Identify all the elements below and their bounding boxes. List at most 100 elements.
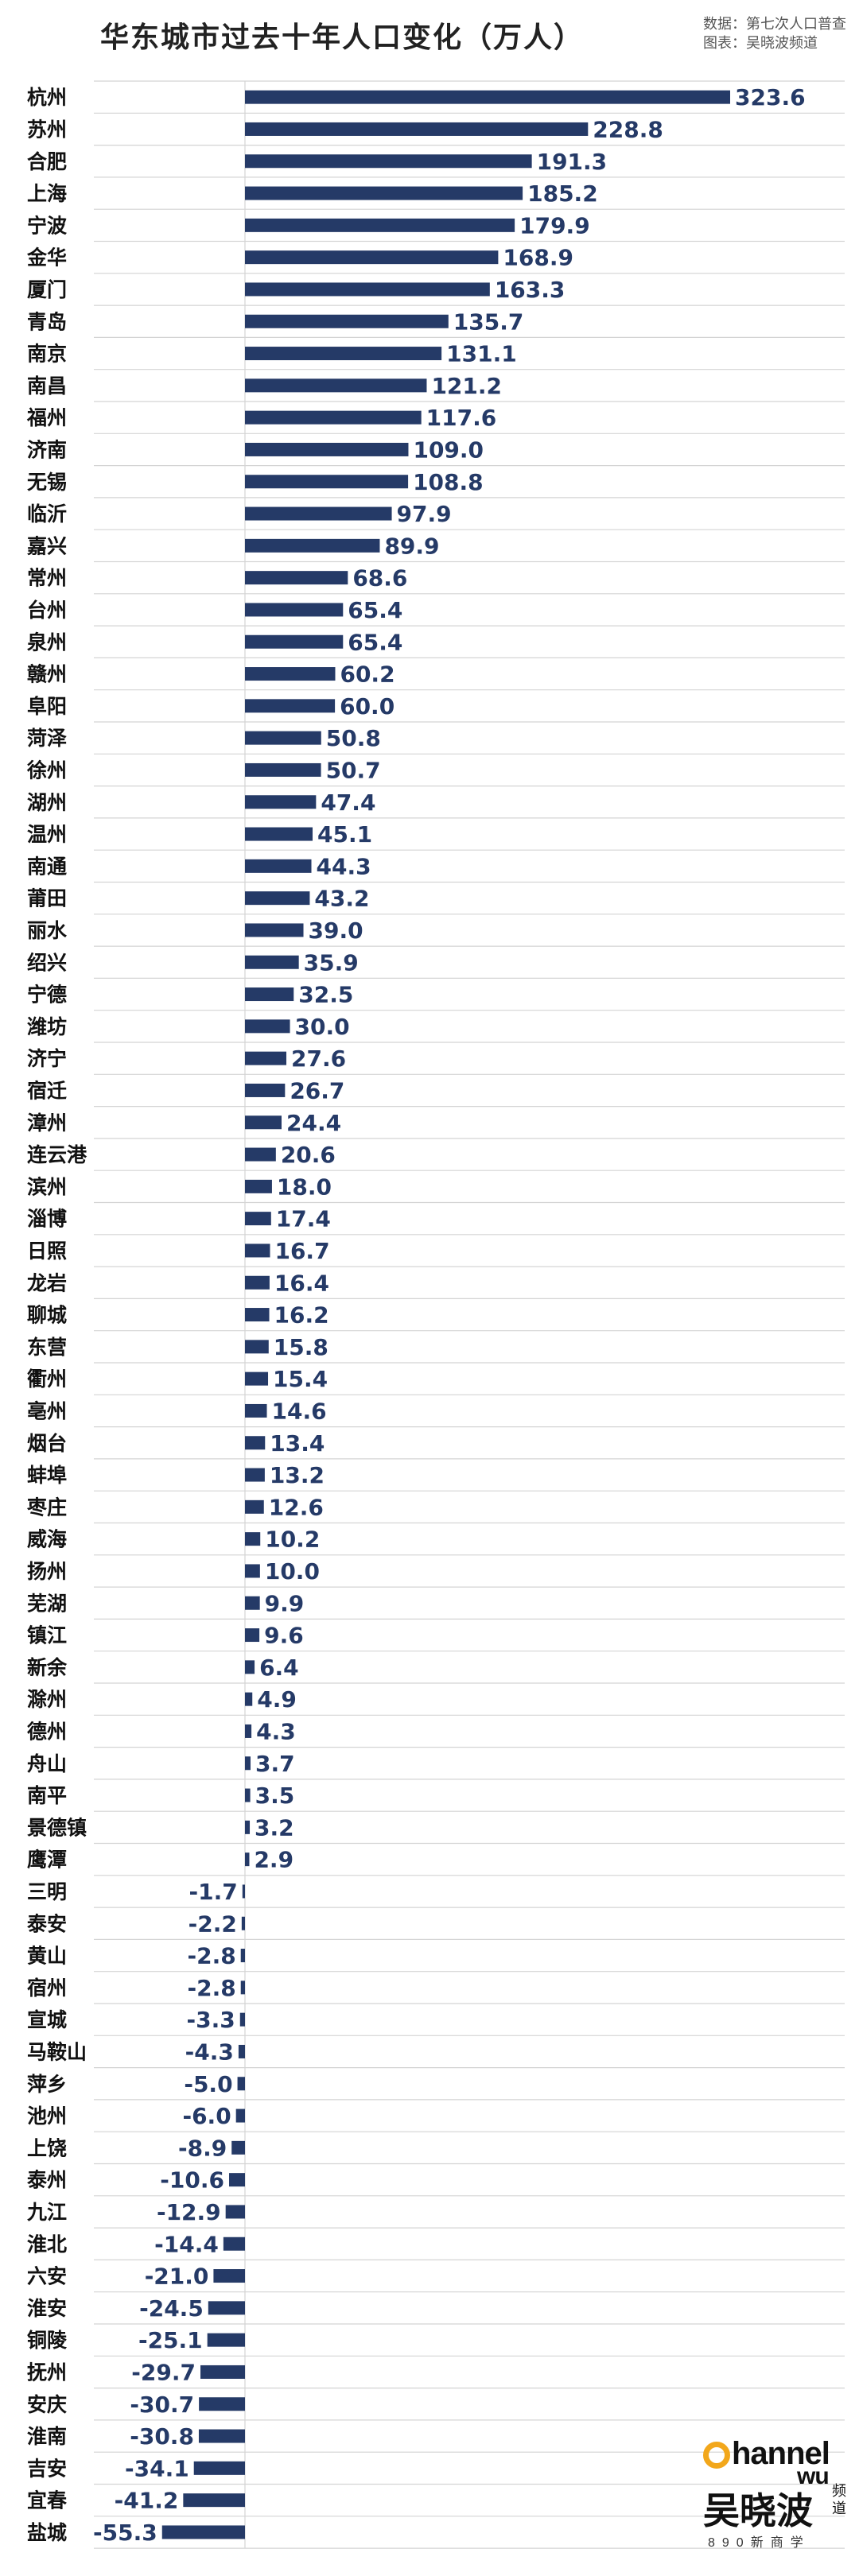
value-label: 45.1 <box>317 821 372 848</box>
value-label: 50.7 <box>326 757 381 783</box>
value-label: 16.2 <box>274 1302 329 1329</box>
category-label: 合肥 <box>27 150 67 173</box>
category-label: 金华 <box>26 246 67 270</box>
bar <box>245 987 294 1002</box>
value-label: 97.9 <box>397 501 452 527</box>
category-label: 马鞍山 <box>27 2040 87 2063</box>
bar <box>235 2109 245 2123</box>
value-label: -30.7 <box>130 2392 194 2418</box>
value-label: 68.6 <box>352 565 407 592</box>
value-label: 14.6 <box>272 1398 327 1424</box>
value-label: 27.6 <box>291 1046 346 1072</box>
value-label: 60.0 <box>340 693 395 720</box>
bar <box>238 2044 245 2058</box>
value-label: 9.9 <box>265 1590 305 1616</box>
value-label: 3.2 <box>255 1814 294 1841</box>
category-label: 宣城 <box>27 2008 67 2031</box>
category-label: 新余 <box>27 1656 68 1679</box>
bar <box>245 955 299 969</box>
bar <box>240 1949 245 1963</box>
category-label: 济南 <box>27 438 67 461</box>
category-label: 杭州 <box>27 86 67 109</box>
logo-side-text: 频道 <box>832 2483 846 2516</box>
bar <box>223 2237 245 2251</box>
bar <box>245 1564 260 1578</box>
category-label: 烟台 <box>27 1432 67 1455</box>
logo-wordmark: hannel wu <box>703 2436 846 2489</box>
bar <box>183 2493 245 2508</box>
bar <box>245 1820 251 1834</box>
category-label: 萍乡 <box>27 2073 67 2096</box>
bar <box>229 2173 245 2187</box>
bar <box>245 1403 267 1418</box>
value-label: 135.7 <box>453 308 524 335</box>
source-data-line: 数据：第七次人口普查 <box>703 16 846 32</box>
bar <box>245 1532 261 1546</box>
bar <box>245 1371 269 1386</box>
category-label: 东营 <box>27 1336 67 1359</box>
bar <box>245 186 523 200</box>
bar <box>245 762 321 777</box>
category-label: 苏州 <box>27 118 67 141</box>
bar <box>245 1019 290 1034</box>
category-label: 常州 <box>27 567 67 590</box>
category-label: 盐城 <box>27 2521 67 2544</box>
category-label: 南平 <box>27 1784 67 1807</box>
bar <box>245 1340 269 1354</box>
category-label: 六安 <box>27 2265 67 2288</box>
category-label: 台州 <box>27 599 67 622</box>
bar <box>245 859 312 873</box>
bar <box>245 282 490 297</box>
bar <box>245 1692 253 1706</box>
bar <box>245 1499 264 1514</box>
value-label: -4.3 <box>185 2039 234 2065</box>
category-label: 池州 <box>27 2105 67 2128</box>
logo-sub-text: 890新商学 <box>708 2536 810 2550</box>
category-label: 济宁 <box>27 1047 67 1070</box>
value-label: -3.3 <box>187 2007 235 2033</box>
value-label: 6.4 <box>259 1655 299 1681</box>
bar <box>242 1884 245 1899</box>
category-label: 绍兴 <box>27 951 67 974</box>
value-label: -10.6 <box>160 2167 224 2194</box>
value-label: 30.0 <box>295 1014 350 1040</box>
value-label: 168.9 <box>503 245 573 271</box>
bar <box>245 1724 252 1738</box>
category-label: 丽水 <box>27 919 68 942</box>
bar <box>245 891 310 906</box>
category-label: 九江 <box>26 2201 67 2224</box>
bar <box>237 2077 245 2091</box>
bar <box>245 1051 287 1065</box>
value-label: 47.4 <box>321 789 375 816</box>
bar <box>245 923 304 937</box>
category-label: 南通 <box>27 855 67 878</box>
value-label: 60.2 <box>340 661 395 688</box>
category-label: 漳州 <box>27 1111 67 1135</box>
category-label: 吉安 <box>27 2457 67 2480</box>
bar <box>245 699 336 713</box>
value-label: -14.4 <box>154 2231 219 2257</box>
value-label: 13.2 <box>270 1462 325 1488</box>
bar <box>200 2365 245 2379</box>
bar <box>245 571 348 585</box>
value-label: 13.4 <box>270 1430 325 1457</box>
bar <box>245 667 336 681</box>
bar <box>231 2140 245 2155</box>
value-label: 16.7 <box>274 1238 329 1264</box>
category-label: 莆田 <box>27 887 67 910</box>
bar <box>213 2269 245 2283</box>
category-label: 宁波 <box>27 214 68 237</box>
value-label: 3.7 <box>255 1751 295 1777</box>
bar <box>245 731 321 745</box>
value-label: -21.0 <box>145 2264 209 2290</box>
bar <box>161 2525 245 2539</box>
bar <box>208 2301 245 2315</box>
value-label: 43.2 <box>314 886 369 912</box>
bar <box>245 378 427 393</box>
value-label: -5.0 <box>184 2071 232 2097</box>
value-label: 35.9 <box>304 949 359 976</box>
value-label: 44.3 <box>317 853 371 879</box>
value-label: -34.1 <box>125 2455 189 2481</box>
value-label: 17.4 <box>276 1206 331 1232</box>
bar <box>193 2461 245 2475</box>
